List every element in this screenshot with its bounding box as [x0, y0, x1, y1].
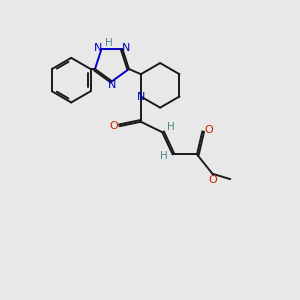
- Text: N: N: [122, 43, 130, 52]
- Text: H: H: [105, 38, 113, 48]
- Text: H: H: [167, 122, 174, 132]
- Text: H: H: [160, 151, 168, 161]
- Text: N: N: [94, 43, 103, 53]
- Text: N: N: [108, 80, 116, 90]
- Text: O: O: [205, 125, 213, 135]
- Text: O: O: [110, 121, 118, 131]
- Text: N: N: [136, 92, 145, 101]
- Text: O: O: [209, 175, 218, 185]
